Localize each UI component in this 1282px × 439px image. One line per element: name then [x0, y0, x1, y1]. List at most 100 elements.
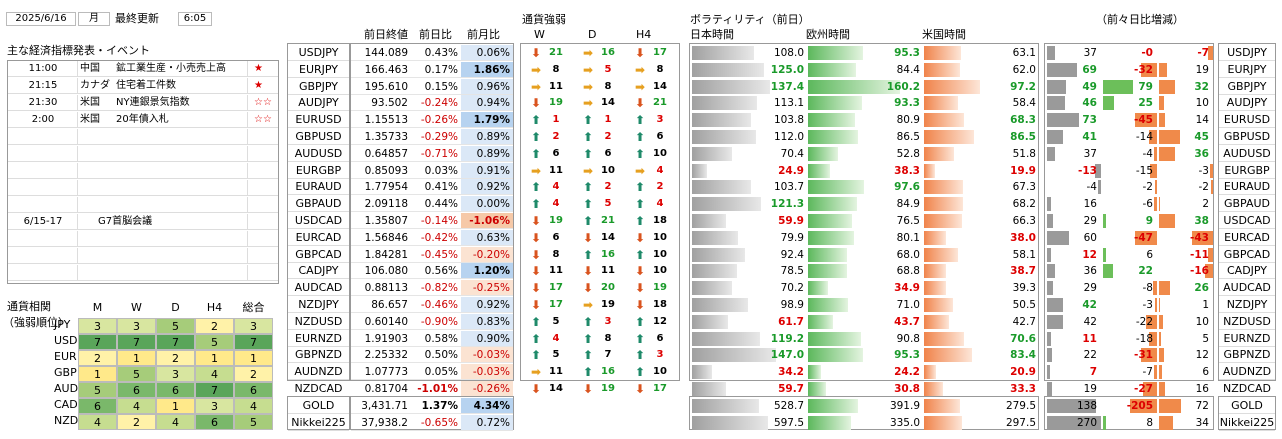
strength-rank: 2: [604, 131, 612, 142]
diff-value: -27: [1134, 383, 1153, 395]
strength-rank: 14: [653, 80, 667, 92]
corr-cell: 4: [78, 414, 117, 430]
diff-bar: [1208, 46, 1213, 60]
strength-rank: 10: [653, 366, 667, 378]
month-change: 4.34%: [461, 398, 513, 414]
event-row: [8, 163, 278, 179]
diff-value: 41: [1082, 131, 1097, 143]
pair-name: EURJPY: [288, 62, 349, 78]
vol-value: 80.1: [896, 231, 920, 244]
vol-value: 24.9: [778, 164, 804, 177]
diff-bar: [1205, 264, 1213, 279]
event-stars: ☆☆: [254, 114, 272, 125]
vol-value: 97.6: [894, 181, 920, 194]
diff-bar: [1130, 399, 1157, 413]
vol-value: 84.4: [896, 63, 920, 76]
strength-rank: 5: [552, 349, 560, 361]
diff-value: 19: [1195, 63, 1209, 76]
event-stars: ☆☆: [254, 97, 272, 108]
strength-rank: 19: [653, 282, 667, 294]
vol-bar: [808, 62, 856, 77]
strength-rank: 16: [601, 47, 615, 58]
diff-bar: [1103, 79, 1133, 94]
pair-name: NZDCAD: [288, 381, 349, 397]
diff-value: 7: [1089, 366, 1097, 379]
diff-bar: [1154, 365, 1157, 380]
event-col-sep: [78, 248, 248, 264]
strength-rank: 10: [601, 164, 615, 176]
strength-rank: 18: [653, 215, 667, 226]
diff-bar: [1103, 214, 1106, 228]
strength-rank: 3: [656, 114, 664, 126]
month-change: 0.92%: [461, 297, 513, 313]
vol-value: 98.9: [780, 299, 804, 311]
vol-value: 58.1: [1012, 248, 1036, 261]
arrow-down-icon: ⬇: [530, 230, 542, 245]
diff-value: 46: [1082, 97, 1097, 110]
event-row: 21:15 カナダ 住宅着工件数 ★: [8, 78, 278, 94]
diff-value: 22: [1138, 265, 1153, 278]
arrow-up-icon: ⬆: [582, 130, 594, 144]
day-change: 0.41%: [411, 179, 461, 196]
diff-bar: [1047, 113, 1079, 128]
event-col-sep: [8, 163, 78, 179]
diff-value: -3: [1198, 164, 1209, 177]
vol-bar: [924, 46, 961, 60]
event-col-sep: [78, 112, 248, 128]
diff-value: 6: [1146, 248, 1153, 261]
diff-value: -43: [1190, 231, 1209, 244]
corr-col-header: 総合: [242, 301, 265, 314]
arrow-down-icon: ⬇: [530, 214, 542, 228]
vol-value: 58.4: [1012, 97, 1036, 110]
vol-bar: [692, 365, 712, 380]
vol-value: 112.0: [773, 131, 804, 143]
pair-name: EURCAD: [288, 230, 349, 246]
arrow-right-icon: ➡: [582, 62, 594, 77]
corr-col-header: M: [92, 301, 103, 314]
corr-ccy: GBP: [54, 366, 77, 379]
vol-bar: [692, 214, 726, 228]
arrow-down-icon: ⬇: [634, 298, 646, 312]
events-title: 主な経済指標発表・イベント: [7, 44, 150, 57]
strength-rank: 14: [549, 383, 563, 394]
month-change: -0.25%: [461, 280, 513, 297]
diff-value: 25: [1138, 97, 1153, 110]
diff-value: -205: [1126, 400, 1153, 412]
corr-cell: 6: [78, 398, 117, 414]
close-value: 144.089: [351, 45, 411, 61]
event-time: 2:00: [31, 114, 55, 125]
diff-bar: [1047, 348, 1052, 363]
arrow-down-icon: ⬇: [634, 382, 646, 396]
vol-value: 121.3: [770, 198, 804, 211]
arrow-up-icon: ⬆: [634, 214, 646, 228]
arrow-right-icon: ➡: [634, 62, 646, 77]
pair-name: GBPNZD: [288, 347, 349, 364]
vol-value: 93.3: [894, 97, 920, 110]
pair-name: AUDCAD: [1219, 280, 1275, 297]
diff-value: -31: [1134, 349, 1153, 362]
diff-bar: [1047, 264, 1055, 279]
arrow-down-icon: ⬇: [634, 264, 646, 279]
event-col-sep: [78, 214, 248, 230]
diff-bar: [1159, 281, 1170, 296]
corr-cell: 5: [195, 334, 234, 350]
diff-value: -22: [1135, 315, 1153, 328]
arrow-up-icon: ⬆: [530, 180, 542, 195]
day-change: -0.90%: [411, 314, 461, 330]
strength-rank: 1: [604, 114, 612, 126]
vol-value: 335.0: [889, 416, 920, 429]
arrow-up-icon: ⬆: [634, 146, 646, 161]
pair-name: EURNZD: [288, 331, 349, 347]
corr-cell: 5: [78, 382, 117, 398]
pair-name: USDCAD: [288, 213, 349, 229]
vol-bar: [692, 247, 745, 262]
vol-value: 68.2: [1012, 198, 1036, 211]
event-time: 21:30: [28, 97, 58, 108]
diff-bar: [1153, 281, 1157, 296]
vol-bar: [924, 365, 936, 380]
vol-bar: [692, 382, 726, 396]
event-col-sep: [78, 231, 248, 247]
vol-bar: [808, 281, 828, 296]
corr-ccy: JPY: [54, 318, 71, 331]
month-change: -0.20%: [461, 246, 513, 263]
